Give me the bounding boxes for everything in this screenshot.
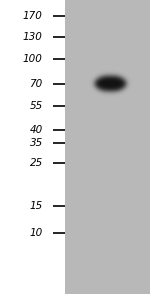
Bar	[0, 0, 65, 294]
Text: 40: 40	[30, 125, 43, 135]
Text: 70: 70	[30, 79, 43, 89]
Bar	[65, 0, 150, 294]
Text: 10: 10	[30, 228, 43, 238]
Text: 15: 15	[30, 201, 43, 211]
Text: 130: 130	[23, 32, 43, 42]
Text: 55: 55	[30, 101, 43, 111]
Text: 100: 100	[23, 54, 43, 64]
Text: 35: 35	[30, 138, 43, 148]
Text: 25: 25	[30, 158, 43, 168]
Text: 170: 170	[23, 11, 43, 21]
